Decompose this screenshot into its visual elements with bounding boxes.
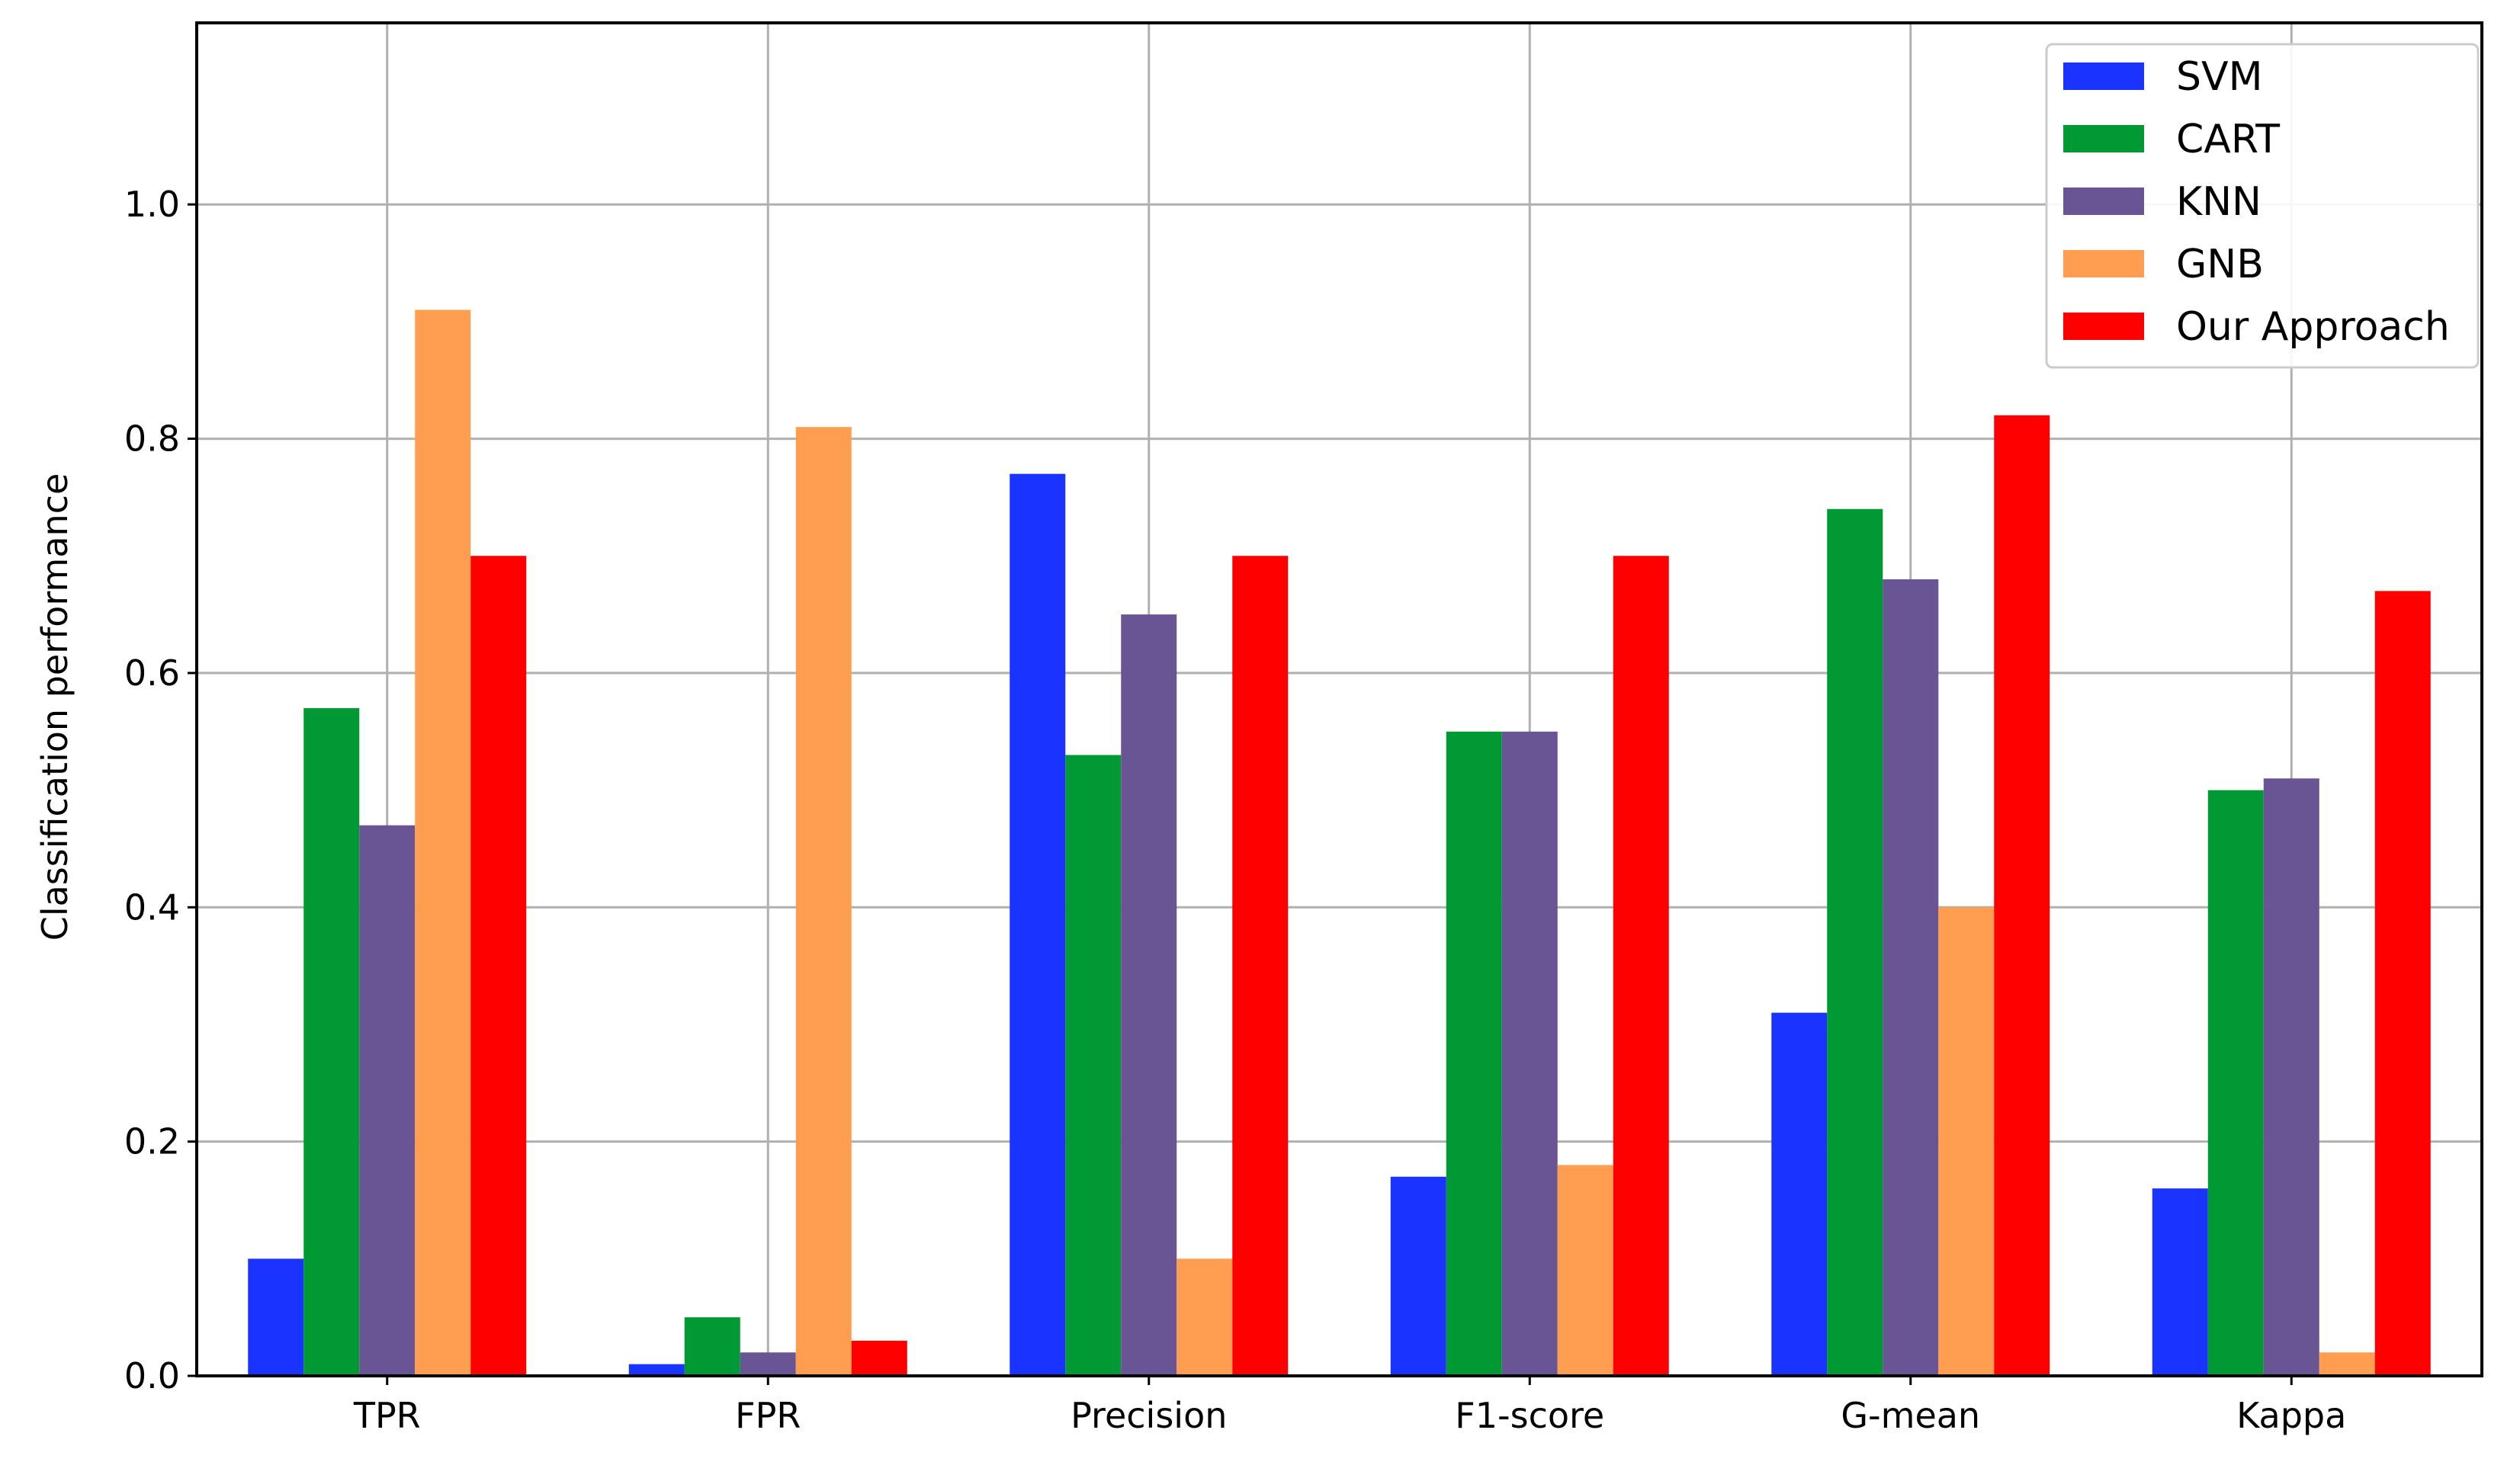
bar — [1557, 1165, 1613, 1376]
bar — [795, 427, 852, 1376]
bar — [1994, 415, 2050, 1376]
bar — [1121, 614, 1177, 1376]
bar — [1883, 579, 1939, 1377]
x-tick-label: Kappa — [2236, 1395, 2346, 1436]
legend: SVM CART KNN GNB Our Approach — [2045, 43, 2480, 369]
bar — [1446, 731, 1502, 1376]
legend-label: Our Approach — [2176, 304, 2450, 350]
y-tick-label: 1.0 — [124, 184, 180, 225]
legend-label: GNB — [2176, 242, 2264, 287]
bar — [2374, 591, 2431, 1376]
bar — [1938, 907, 1995, 1376]
legend-box — [2045, 43, 2480, 369]
bar — [740, 1352, 796, 1376]
legend-label: SVM — [2176, 54, 2262, 100]
bar — [1613, 556, 1669, 1376]
bar — [2319, 1352, 2375, 1376]
x-tick-label: TPR — [353, 1395, 421, 1436]
y-axis-label: Classification performance — [34, 473, 75, 941]
bars — [248, 309, 2431, 1377]
bar — [2152, 1188, 2208, 1376]
bar — [359, 825, 416, 1376]
bar — [1232, 556, 1289, 1376]
y-tick-label: 0.8 — [124, 418, 180, 460]
bar — [1827, 508, 1883, 1377]
y-tick-label: 0.2 — [124, 1121, 180, 1162]
x-tick-label: FPR — [735, 1395, 801, 1436]
bar — [248, 1258, 304, 1376]
legend-label: CART — [2176, 117, 2280, 162]
legend-swatch — [2063, 188, 2144, 215]
bar — [1501, 731, 1558, 1376]
bar — [303, 708, 360, 1376]
bar — [1010, 473, 1066, 1376]
bar — [2207, 790, 2264, 1376]
bar — [1065, 755, 1122, 1376]
bar — [2263, 778, 2319, 1376]
bar — [628, 1364, 685, 1376]
legend-swatch — [2063, 63, 2144, 90]
x-tick-label: G-mean — [1841, 1395, 1980, 1436]
bar — [470, 556, 527, 1376]
x-tick-label: Precision — [1071, 1395, 1227, 1436]
y-axis-ticks: 0.0 0.2 0.4 0.6 0.8 1.0 — [124, 184, 197, 1396]
bar — [1771, 1012, 1828, 1376]
bar — [415, 309, 471, 1376]
legend-label: KNN — [2176, 179, 2262, 225]
y-tick-label: 0.6 — [124, 652, 180, 694]
bar — [1390, 1176, 1446, 1376]
bar — [684, 1317, 740, 1376]
y-tick-label: 0.4 — [124, 886, 180, 928]
y-tick-label: 0.0 — [124, 1355, 180, 1396]
bar — [1177, 1258, 1233, 1376]
x-tick-label: F1-score — [1455, 1395, 1604, 1436]
legend-swatch — [2063, 125, 2144, 152]
legend-swatch — [2063, 250, 2144, 277]
bar — [851, 1340, 907, 1376]
plot-area-frame — [195, 21, 2483, 1377]
legend-items: SVM CART KNN GNB Our Approach — [2063, 54, 2450, 350]
legend-swatch — [2063, 313, 2144, 340]
x-axis-ticks: TPR FPR Precision F1-score G-mean Kappa — [353, 1376, 2346, 1436]
